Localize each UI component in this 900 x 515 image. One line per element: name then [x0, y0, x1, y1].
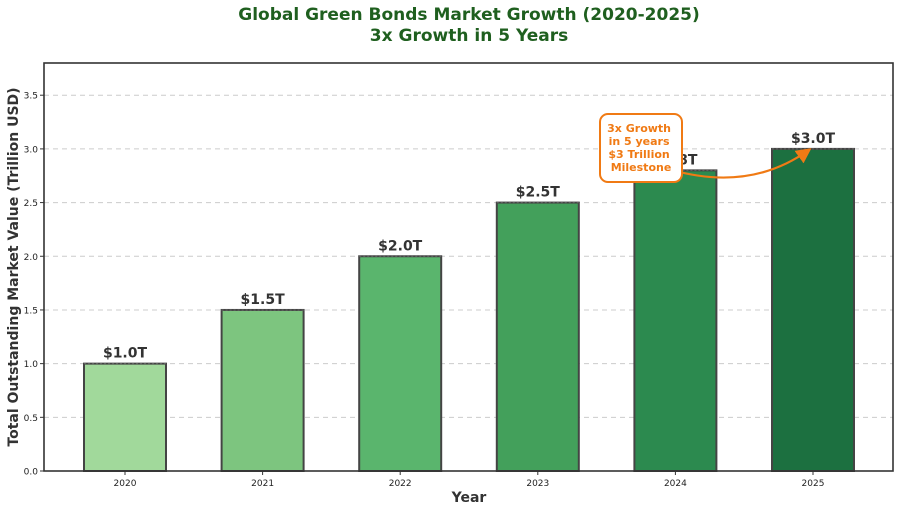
- annotation-box: [599, 113, 683, 183]
- data-labels: $1.0T$1.5T$2.0T$2.5T$2.8T$3.0T: [103, 131, 836, 362]
- x-tick-label: 2021: [251, 479, 274, 489]
- gridlines: [44, 94, 893, 418]
- x-tick-label: 2022: [389, 479, 412, 489]
- y-axis-label: Total Outstanding Market Value (Trillion…: [6, 87, 22, 446]
- data-label-2020: $1.0T: [103, 346, 148, 362]
- x-tick-label: 2024: [664, 479, 687, 489]
- annotation-text: 3x Growth in 5 years $3 Trillion Milesto…: [607, 122, 675, 174]
- data-label-2023: $2.5T: [516, 185, 561, 201]
- bar-2021: [220, 308, 305, 472]
- y-tick-label: 2.0: [24, 253, 39, 263]
- bar-2020: [83, 362, 167, 473]
- x-tick-label: 2025: [802, 479, 825, 489]
- annotation-line-3: $3 Trillion: [608, 148, 669, 161]
- x-axis-ticks: 2020 2021 2022 2023 2024 2025: [114, 471, 825, 489]
- y-axis-ticks: 0.0 0.5 1.0 1.5 2.0 2.5 3.0 3.5: [24, 92, 44, 478]
- bar-2025: [771, 147, 855, 472]
- annotation-line-2: in 5 years: [609, 135, 670, 148]
- annotation-line-4: Milestone: [611, 161, 672, 174]
- bars: [83, 147, 855, 473]
- y-tick-label: 0.0: [24, 468, 39, 478]
- chart-title-line1: Global Green Bonds Market Growth (2020-2…: [238, 5, 700, 25]
- y-tick-label: 0.5: [24, 414, 38, 424]
- x-axis-label: Year: [451, 490, 487, 506]
- plot-frame: [43, 62, 894, 472]
- chart-title-line2: 3x Growth in 5 Years: [370, 26, 568, 46]
- annotation-line-1: 3x Growth: [607, 122, 671, 135]
- x-tick-label: 2020: [114, 479, 137, 489]
- data-label-2021: $1.5T: [241, 292, 286, 308]
- y-tick-label: 1.5: [24, 306, 38, 316]
- growth-annotation: 3x Growth in 5 years $3 Trillion Milesto…: [599, 113, 812, 183]
- y-tick-label: 3.5: [24, 92, 38, 102]
- x-tick-label: 2023: [526, 479, 549, 489]
- bar-2024: [633, 169, 718, 473]
- y-tick-label: 1.0: [24, 360, 39, 370]
- data-label-2022: $2.0T: [378, 238, 423, 254]
- bar-2023: [495, 201, 580, 472]
- annotation-arrow: [671, 148, 812, 179]
- y-tick-label: 3.0: [24, 145, 39, 155]
- y-tick-label: 2.5: [24, 199, 38, 209]
- data-label-2025: $3.0T: [791, 131, 836, 147]
- bar-2022: [358, 255, 443, 472]
